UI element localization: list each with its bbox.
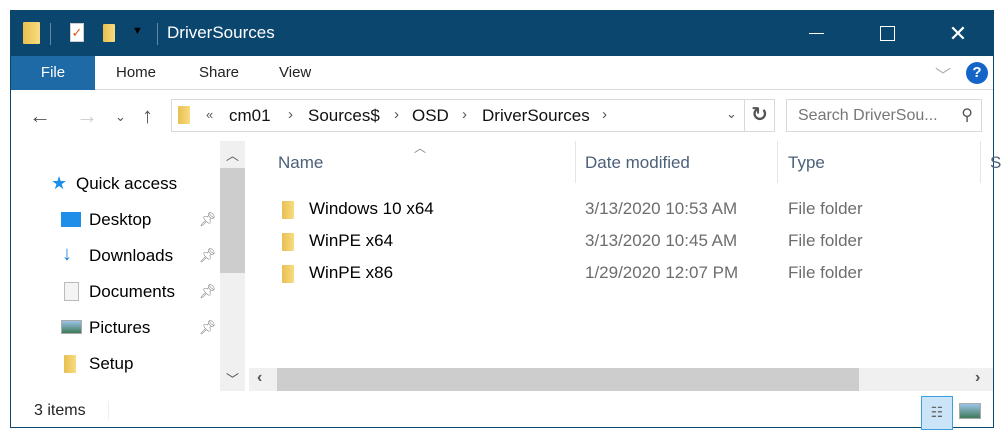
chevron-right-icon[interactable]: › <box>394 106 399 123</box>
new-folder-icon[interactable] <box>103 24 115 42</box>
scroll-right-icon[interactable]: › <box>975 369 981 386</box>
scrollbar-thumb[interactable] <box>277 368 859 391</box>
details-view-icon: ☷ <box>930 404 944 420</box>
file-date: 3/13/2020 10:53 AM <box>585 199 738 218</box>
table-row[interactable]: Windows 10 x64 3/13/2020 10:53 AM File f… <box>249 194 993 226</box>
minimize-button[interactable] <box>793 11 839 56</box>
file-name: Windows 10 x64 <box>309 199 434 218</box>
up-button[interactable]: ↑ <box>142 103 153 128</box>
scroll-left-icon[interactable]: ‹ <box>257 369 263 386</box>
column-header-size[interactable]: S <box>990 153 1002 172</box>
sidebar-item-label: Setup <box>89 354 134 373</box>
sidebar-item-label: Desktop <box>89 210 152 229</box>
item-count: 3 items <box>34 402 86 419</box>
folder-icon <box>23 22 40 44</box>
horizontal-scrollbar[interactable]: ‹ › <box>249 368 993 391</box>
file-name: WinPE x64 <box>309 231 394 250</box>
refresh-button[interactable]: ↻ <box>745 99 775 132</box>
navigation-bar: ← → ⌄ ↑ « cm01 › Sources$ › OSD › Driver… <box>11 91 993 141</box>
download-icon: ↓ <box>62 243 72 265</box>
pin-icon[interactable]: 📌︎ <box>199 283 217 299</box>
file-type: File folder <box>788 199 863 218</box>
maximize-icon <box>879 26 895 41</box>
column-header-date-modified[interactable]: Date modified <box>585 153 690 172</box>
navigation-pane-scrollbar[interactable]: ︿ ﹀ <box>220 141 245 391</box>
file-date: 3/13/2020 10:45 AM <box>585 231 738 250</box>
file-list: ︿ Name Date modified Type S Windows 10 x… <box>249 141 1001 368</box>
column-header-type[interactable]: Type <box>788 153 825 172</box>
minimize-icon <box>808 33 824 34</box>
sidebar-item-label: Documents <box>89 282 175 301</box>
search-input[interactable]: Search DriverSou... ⚲ <box>786 99 982 132</box>
large-icons-view-button[interactable] <box>959 403 981 419</box>
table-row[interactable]: WinPE x64 3/13/2020 10:45 AM File folder <box>249 226 993 258</box>
table-row[interactable]: WinPE x86 1/29/2020 12:07 PM File folder <box>249 258 993 290</box>
tab-home[interactable]: Home <box>116 64 157 81</box>
scroll-down-icon[interactable]: ﹀ <box>226 372 240 387</box>
status-bar: 3 items ☷ <box>11 391 993 430</box>
explorer-window: ✓ ▼ DriverSources ✕ File Home Share View… <box>10 10 1001 430</box>
sort-ascending-icon: ︿ <box>414 141 427 155</box>
column-divider[interactable] <box>980 141 981 183</box>
star-icon: ★ <box>51 173 68 193</box>
maximize-button[interactable] <box>864 11 910 56</box>
file-type: File folder <box>788 263 863 282</box>
search-placeholder: Search DriverSou... <box>798 107 938 124</box>
breadcrumb-osd[interactable]: OSD <box>412 106 449 125</box>
file-date: 1/29/2020 12:07 PM <box>585 263 739 282</box>
file-type: File folder <box>788 231 863 250</box>
properties-icon[interactable]: ✓ <box>70 23 84 42</box>
window-title: DriverSources <box>167 23 275 42</box>
help-icon[interactable]: ? <box>966 62 988 84</box>
details-view-button[interactable]: ☷ <box>921 396 953 430</box>
sidebar-item-label: Pictures <box>89 318 151 337</box>
overflow-crumbs[interactable]: « <box>206 107 214 122</box>
pin-icon[interactable]: 📌︎ <box>199 211 217 227</box>
file-name: WinPE x86 <box>309 263 394 282</box>
chevron-right-icon[interactable]: › <box>462 106 467 123</box>
chevron-right-icon[interactable]: › <box>288 106 293 123</box>
address-dropdown-icon[interactable]: ⌄ <box>726 106 737 121</box>
tab-file[interactable]: File <box>11 56 95 90</box>
divider <box>108 401 109 419</box>
back-button[interactable]: ← <box>29 103 51 128</box>
search-icon[interactable]: ⚲ <box>961 107 973 124</box>
tab-view[interactable]: View <box>279 64 312 81</box>
sidebar-item-label: Quick access <box>76 174 178 193</box>
breadcrumb-cm01[interactable]: cm01 <box>229 106 271 125</box>
pin-icon[interactable]: 📌︎ <box>199 319 217 335</box>
tab-share[interactable]: Share <box>199 64 240 81</box>
navigation-pane: ★ Quick access Desktop 📌︎ ↓ Downloads 📌︎… <box>11 141 245 378</box>
column-divider[interactable] <box>777 141 778 183</box>
close-icon: ✕ <box>948 20 968 46</box>
ribbon: File Home Share View ﹀ ? <box>11 56 993 90</box>
sidebar-item-label: Downloads <box>89 246 174 265</box>
forward-button[interactable]: → <box>76 103 98 128</box>
chevron-right-icon[interactable]: › <box>602 106 607 123</box>
folder-icon <box>64 355 76 373</box>
breadcrumb-sources[interactable]: Sources$ <box>308 106 380 125</box>
expand-ribbon-icon[interactable]: ﹀ <box>935 68 952 85</box>
divider <box>50 23 51 45</box>
close-button[interactable]: ✕ <box>935 11 981 56</box>
folder-icon <box>178 106 190 124</box>
address-bar[interactable]: « cm01 › Sources$ › OSD › DriverSources … <box>171 99 745 132</box>
pictures-icon <box>61 320 82 334</box>
folder-icon <box>282 265 294 283</box>
folder-icon <box>282 201 294 219</box>
pin-icon[interactable]: 📌︎ <box>199 247 217 263</box>
column-header-name[interactable]: Name <box>278 153 324 172</box>
divider <box>157 23 158 45</box>
documents-icon <box>64 282 79 301</box>
recent-locations-button[interactable]: ⌄ <box>115 109 126 124</box>
desktop-icon <box>61 212 81 227</box>
breadcrumb-driversources[interactable]: DriverSources <box>482 106 590 125</box>
scroll-up-icon[interactable]: ︿ <box>226 148 240 163</box>
column-divider[interactable] <box>575 141 576 183</box>
folder-icon <box>282 233 294 251</box>
scrollbar-thumb[interactable] <box>220 168 245 273</box>
title-bar: ✓ ▼ DriverSources ✕ <box>11 11 993 56</box>
customize-toolbar-icon[interactable]: ▼ <box>132 25 143 37</box>
